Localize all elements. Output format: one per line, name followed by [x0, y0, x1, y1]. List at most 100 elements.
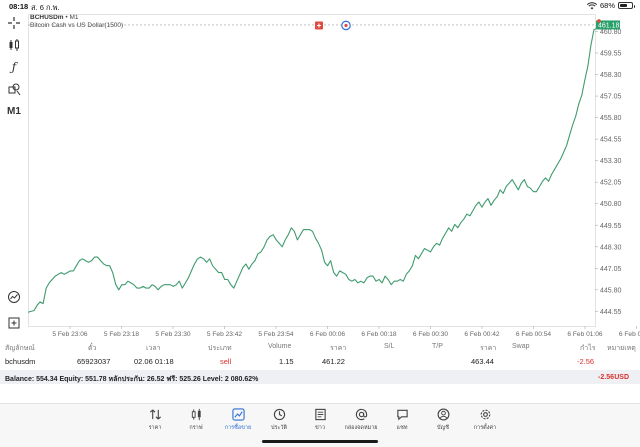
row-current-price: 463.44	[471, 357, 494, 366]
chart-symbol: BCHUSDm	[30, 14, 64, 21]
y-tick-label: 453.30	[600, 158, 622, 165]
trade-table-header: สัญลักษณ์ ตั๋ว เวลา ประเภท Volume ราคา S…	[0, 341, 640, 353]
x-tick-label: 6 Feb 00:18	[361, 331, 397, 338]
crosshair-icon[interactable]	[5, 14, 23, 32]
price-line	[28, 24, 601, 313]
header-current-price: ราคา	[480, 345, 497, 352]
balance-bar: Balance: 554.34 Equity: 551.78 หลักประกั…	[0, 370, 640, 384]
chart-canvas[interactable]: 460.80 459.55 458.30 457.05 455.80 454.55 453.…	[28, 14, 640, 342]
table-row[interactable]: bchusdm 65923037 02.06 01:18 sell 1.15 4…	[0, 355, 640, 367]
wifi-icon	[586, 1, 597, 9]
x-tick-label: 5 Feb 23:42	[207, 331, 243, 338]
add-panel-icon[interactable]	[5, 314, 23, 332]
y-tick-label: 447.05	[600, 266, 622, 273]
nav-settings-label: การตั้งค่า	[473, 425, 497, 431]
header-sl: S/L	[384, 343, 395, 350]
row-open-price: 461.22	[322, 357, 345, 366]
x-tick-label: 5 Feb 23:18	[104, 331, 140, 338]
nav-account[interactable]: บัญชี	[423, 408, 463, 432]
bottom-navigation: ราคา กราฟ การซื้อขาย ประวัติ ข่าว กล่องจ…	[0, 403, 640, 447]
nav-chat-label: แชท	[396, 425, 408, 431]
header-comment: หมายเหตุ	[607, 345, 636, 352]
y-tick-label: 459.55	[600, 51, 622, 58]
y-tick-label: 444.55	[600, 309, 622, 316]
x-tick-label: 6 Feb 00:06	[310, 331, 346, 338]
chart-title: BCHUSDm • M1 Bitcoin Cash vs US Dollar(1…	[30, 14, 123, 30]
header-symbol: สัญลักษณ์	[5, 345, 35, 352]
header-profit: กำไร	[580, 345, 596, 352]
row-time: 02.06 01:18	[134, 357, 174, 366]
nav-history[interactable]: ประวัติ	[259, 408, 299, 432]
chat-icon	[396, 409, 408, 421]
nav-quotes-label: ราคา	[148, 425, 162, 431]
row-symbol: bchusdm	[5, 357, 36, 366]
x-tick-label: 6 Feb 00:42	[464, 331, 500, 338]
x-tick-label: 6 Feb 00:54	[516, 331, 552, 338]
balance-currency: USD	[614, 374, 629, 381]
nav-chart[interactable]: กราฟ	[176, 408, 216, 432]
status-bar: 08:18 ส. 6 ก.พ. 68%	[0, 0, 640, 12]
chart-description: Bitcoin Cash vs US Dollar(1500)	[30, 22, 124, 29]
row-type: sell	[220, 357, 232, 366]
nav-mailbox-label: กล่องจดหมาย	[344, 425, 378, 431]
status-time: 08:18	[9, 2, 29, 11]
y-tick-label: 454.55	[600, 137, 622, 144]
current-price-tag	[596, 20, 620, 30]
header-ticket: ตั๋ว	[88, 345, 97, 352]
header-swap: Swap	[512, 343, 530, 350]
status-right: 68%	[586, 1, 635, 10]
header-open-price: ราคา	[330, 345, 347, 352]
nav-quotes[interactable]: ราคา	[135, 408, 175, 432]
history-icon	[273, 408, 285, 421]
last-tick-marker	[597, 19, 601, 23]
header-tp: T/P	[432, 343, 443, 350]
header-type: ประเภท	[208, 345, 232, 352]
home-indicator	[262, 440, 378, 443]
battery-percent: 68%	[599, 1, 615, 10]
x-tick-label: 5 Feb 23:06	[52, 331, 88, 338]
buy-marker-dot	[344, 23, 348, 28]
x-tick-label: 5 Feb 23:30	[155, 331, 191, 338]
x-tick-label: 5 Feb 23:54	[258, 331, 294, 338]
row-volume: 1.15	[279, 357, 294, 366]
y-tick-label: 457.05	[600, 94, 622, 101]
sell-marker-glyph	[317, 23, 321, 28]
plot-frame	[28, 14, 596, 327]
quotes-icon	[149, 409, 161, 420]
nav-news[interactable]: ข่าว	[300, 408, 340, 432]
y-tick-label: 455.80	[600, 115, 622, 122]
chart-timeframe: • M1	[65, 14, 79, 21]
x-tick-label: 6 Feb 01:06	[567, 331, 603, 338]
row-ticket: 65923037	[77, 357, 111, 366]
y-tick-label: 460.80	[600, 29, 622, 36]
balance-profit: -2.56	[598, 374, 614, 381]
y-tick-label: 458.30	[600, 72, 622, 79]
chart-toolbar: ƒ M1	[0, 12, 28, 334]
row-profit: -2.56	[577, 357, 595, 366]
x-tick-label: 6 Feb 00:30	[413, 331, 449, 338]
header-time: เวลา	[146, 345, 161, 352]
y-tick-label: 449.55	[600, 223, 622, 230]
y-tick-label: 450.80	[600, 201, 622, 208]
account-icon	[437, 408, 449, 421]
nav-chart-label: กราฟ	[189, 425, 203, 431]
nav-mailbox[interactable]: กล่องจดหมาย	[341, 408, 381, 432]
price-chart[interactable]: BCHUSDm • M1 Bitcoin Cash vs US Dollar(1…	[28, 14, 640, 342]
nav-trade[interactable]: การซื้อขาย	[218, 408, 258, 432]
timeframe-button[interactable]: M1	[7, 105, 21, 117]
shapes-icon[interactable]	[5, 80, 23, 98]
zoom-icon[interactable]	[5, 288, 23, 306]
nav-news-label: ข่าว	[315, 425, 325, 431]
nav-chat[interactable]: แชท	[382, 408, 422, 432]
x-tick-label: 6 Feb 01:18	[619, 331, 640, 338]
nav-settings[interactable]: การตั้งค่า	[465, 408, 505, 432]
nav-account-label: บัญชี	[437, 425, 449, 431]
trade-icon	[231, 408, 245, 421]
candlestick-icon[interactable]	[5, 36, 23, 54]
y-tick-label: 448.30	[600, 244, 622, 251]
y-tick-label: 445.80	[600, 287, 622, 294]
function-icon[interactable]: ƒ	[11, 60, 17, 74]
chart-icon	[191, 408, 201, 421]
battery-icon	[618, 2, 635, 9]
balance-text: Balance: 554.34 Equity: 551.78 หลักประกั…	[5, 376, 259, 383]
